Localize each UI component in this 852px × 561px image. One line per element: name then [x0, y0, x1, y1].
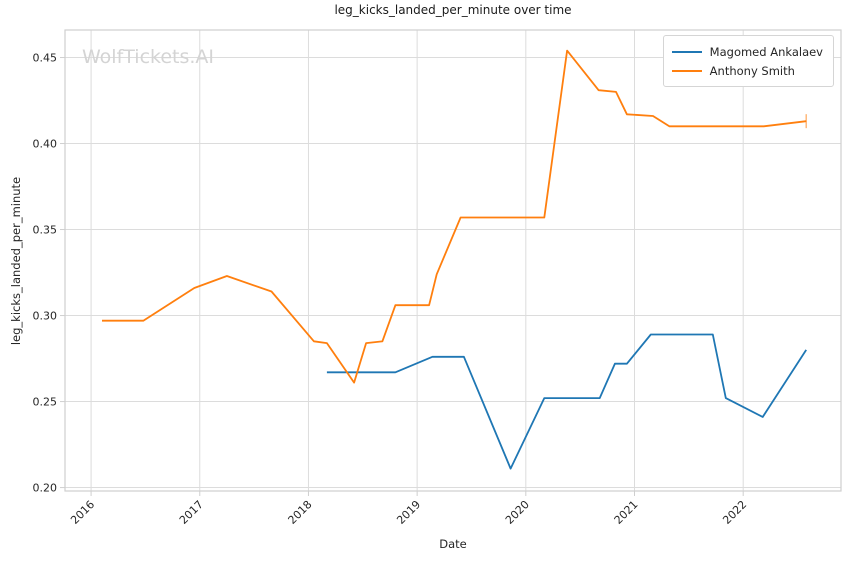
y-tick-label: 0.40 — [33, 138, 58, 151]
legend-item: Anthony Smith — [671, 61, 823, 80]
legend-label: Anthony Smith — [709, 63, 795, 78]
y-tick-label: 0.20 — [33, 482, 58, 495]
y-tick-label: 0.30 — [33, 310, 58, 323]
series-line-anthony-smith — [102, 49, 807, 384]
legend: Magomed Ankalaev Anthony Smith — [662, 35, 834, 87]
x-tick-label: 2016 — [68, 498, 97, 527]
legend-item: Magomed Ankalaev — [671, 42, 823, 61]
chart-title: leg_kicks_landed_per_minute over time — [334, 3, 572, 17]
x-tick-label: 2021 — [612, 498, 641, 527]
x-tick-label: 2020 — [503, 498, 532, 527]
x-axis-label: Date — [439, 537, 467, 551]
legend-line-swatch — [671, 50, 702, 53]
legend-label: Magomed Ankalaev — [709, 44, 823, 59]
y-axis-label: leg_kicks_landed_per_minute — [9, 176, 23, 346]
x-tick-label: 2017 — [177, 498, 206, 527]
watermark: WolfTickets.AI — [82, 46, 215, 68]
y-tick-label: 0.25 — [33, 396, 58, 409]
x-tick-label: 2019 — [394, 498, 423, 527]
x-tick-label: 2018 — [286, 498, 315, 527]
y-tick-label: 0.45 — [33, 52, 58, 65]
series-line-magomed-ankalaev — [326, 333, 807, 470]
legend-line-swatch — [671, 69, 702, 72]
plot-area — [64, 29, 842, 492]
x-tick-label: 2022 — [720, 498, 749, 527]
y-tick-label: 0.35 — [33, 224, 58, 237]
